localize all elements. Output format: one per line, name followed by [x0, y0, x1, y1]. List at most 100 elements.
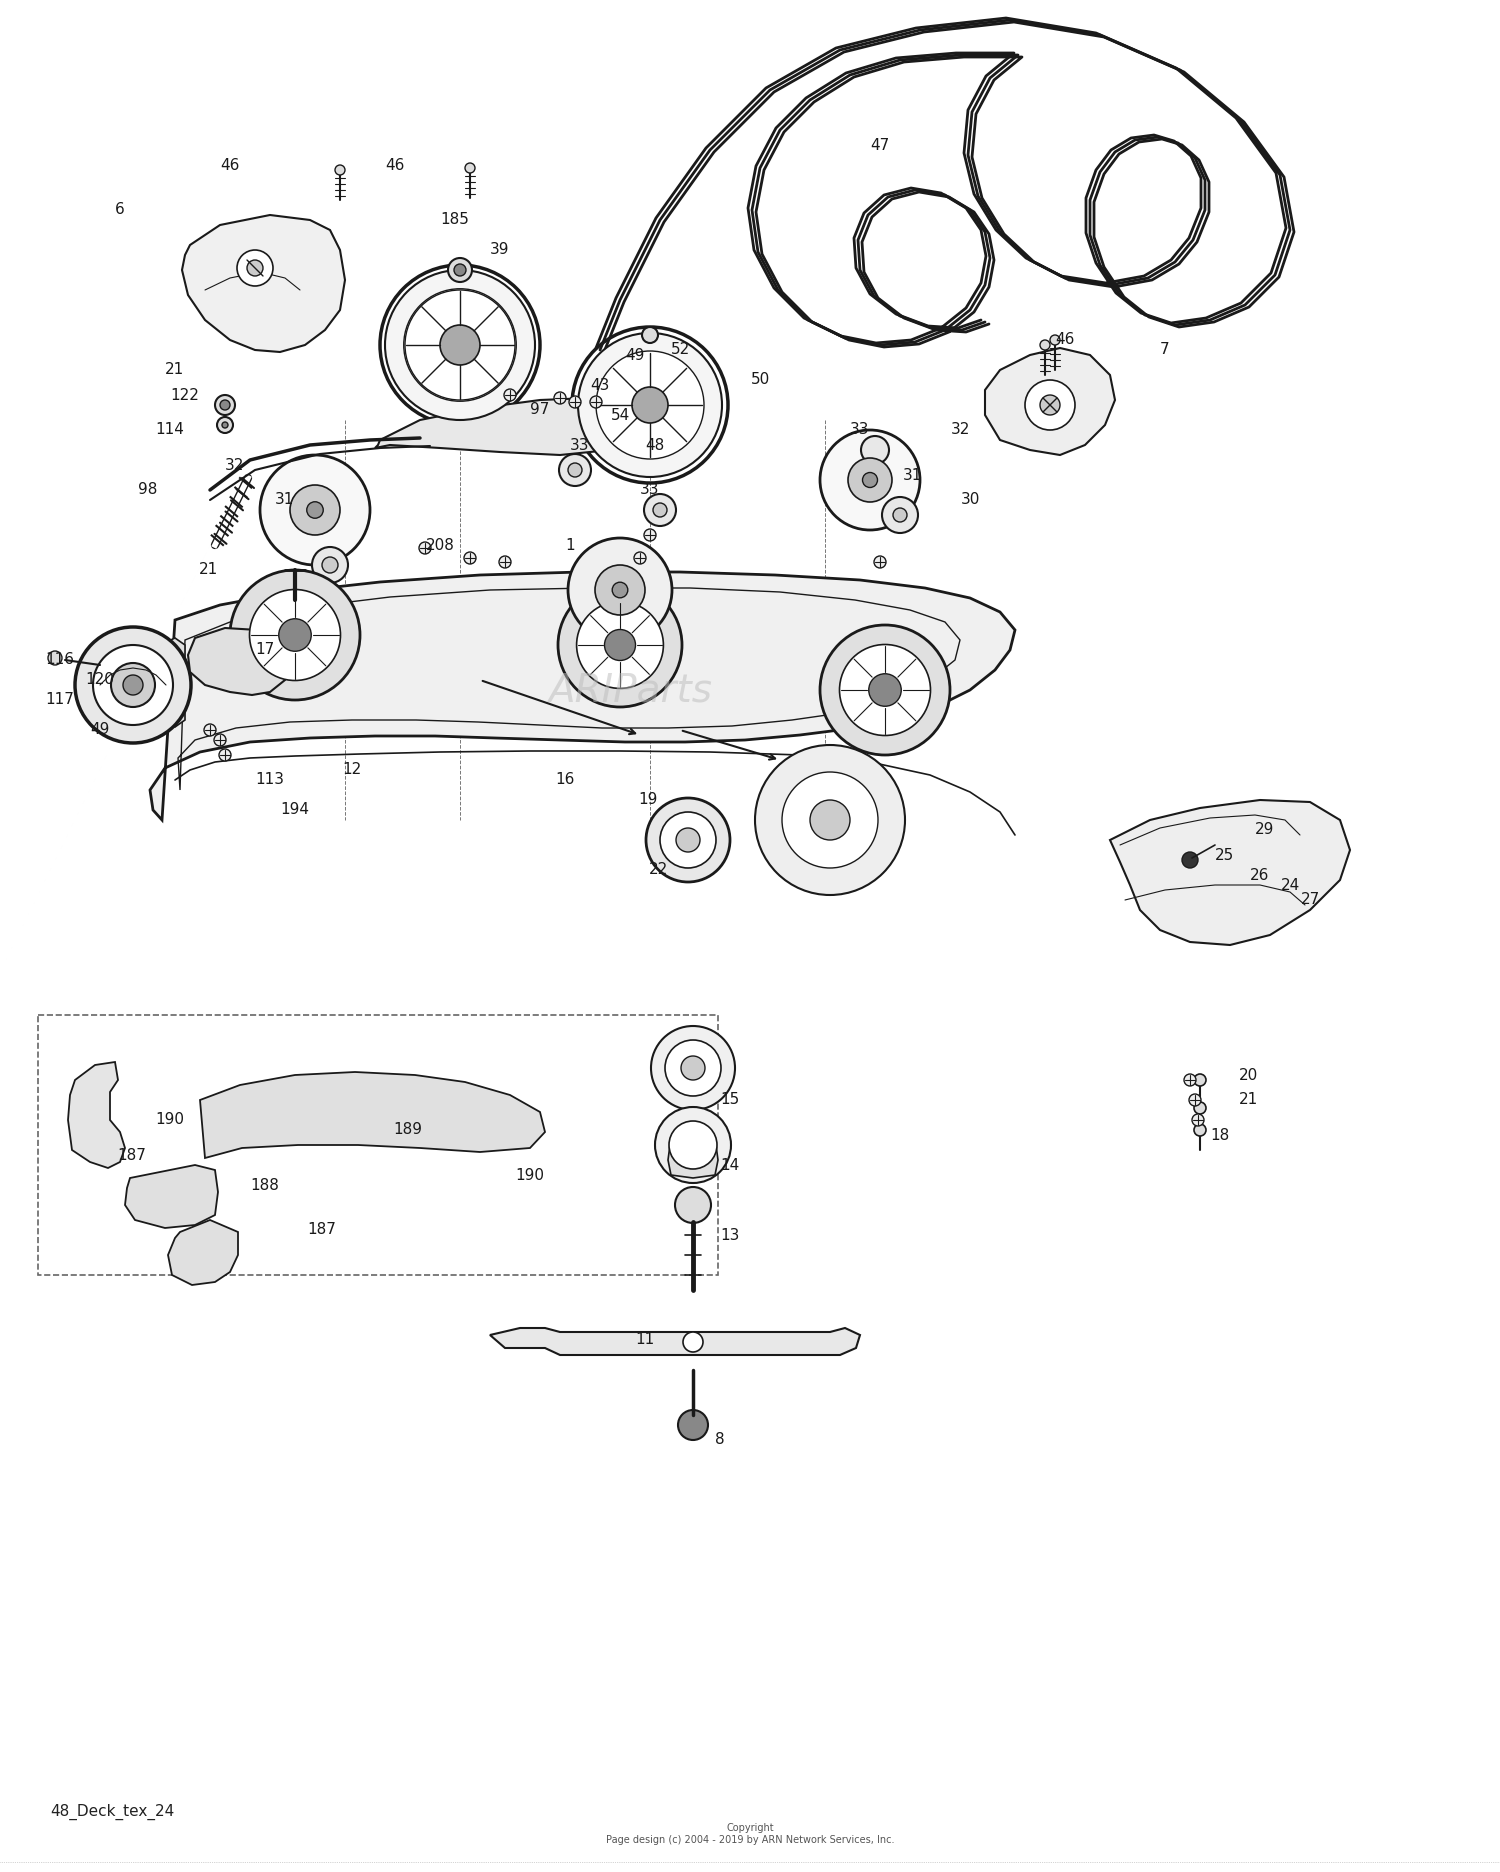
Circle shape — [1040, 395, 1060, 416]
Circle shape — [1040, 341, 1050, 350]
Text: 32: 32 — [951, 423, 969, 438]
Circle shape — [1190, 1093, 1202, 1106]
Circle shape — [454, 264, 466, 275]
Circle shape — [334, 165, 345, 174]
Text: 11: 11 — [636, 1333, 654, 1348]
Text: 114: 114 — [156, 423, 184, 438]
Circle shape — [1194, 1075, 1206, 1086]
Circle shape — [1024, 380, 1075, 431]
Text: 39: 39 — [490, 243, 510, 258]
Circle shape — [204, 724, 216, 736]
Text: ARIParts: ARIParts — [548, 670, 712, 709]
Text: 31: 31 — [903, 468, 921, 483]
Text: 12: 12 — [342, 762, 362, 777]
Circle shape — [642, 328, 658, 343]
Circle shape — [1182, 852, 1198, 869]
Circle shape — [682, 1333, 703, 1352]
Text: 190: 190 — [156, 1112, 184, 1127]
Circle shape — [632, 388, 668, 423]
Circle shape — [440, 326, 480, 365]
Circle shape — [568, 397, 580, 408]
Circle shape — [821, 431, 920, 530]
Text: 25: 25 — [1215, 848, 1234, 863]
Circle shape — [882, 496, 918, 534]
Text: 32: 32 — [225, 457, 245, 472]
Circle shape — [306, 502, 324, 519]
Circle shape — [664, 1041, 722, 1095]
Text: 18: 18 — [1210, 1127, 1230, 1142]
Circle shape — [386, 270, 536, 419]
Text: 17: 17 — [255, 642, 274, 657]
Circle shape — [219, 749, 231, 762]
Polygon shape — [668, 1146, 718, 1177]
Text: 21: 21 — [198, 562, 217, 577]
Polygon shape — [168, 1221, 238, 1284]
Circle shape — [840, 644, 930, 736]
Circle shape — [249, 590, 340, 681]
Text: 46: 46 — [1056, 333, 1074, 348]
Text: 26: 26 — [1251, 867, 1269, 882]
Circle shape — [93, 646, 172, 724]
Circle shape — [558, 582, 682, 708]
Text: 8: 8 — [716, 1432, 724, 1447]
Circle shape — [123, 676, 142, 695]
Circle shape — [675, 1187, 711, 1222]
Text: 6: 6 — [116, 202, 124, 217]
Circle shape — [634, 552, 646, 563]
Circle shape — [248, 260, 262, 275]
Circle shape — [500, 556, 512, 567]
Circle shape — [260, 455, 370, 565]
Text: 21: 21 — [1239, 1093, 1257, 1108]
Circle shape — [604, 629, 636, 661]
Circle shape — [237, 251, 273, 286]
Text: 49: 49 — [626, 348, 645, 363]
Text: 52: 52 — [670, 343, 690, 358]
Circle shape — [220, 401, 230, 410]
Circle shape — [660, 812, 716, 869]
Circle shape — [111, 663, 154, 708]
Text: 1: 1 — [566, 537, 574, 552]
Text: Copyright
Page design (c) 2004 - 2019 by ARN Network Services, Inc.: Copyright Page design (c) 2004 - 2019 by… — [606, 1823, 894, 1846]
Text: 187: 187 — [117, 1148, 147, 1163]
Text: 46: 46 — [220, 157, 240, 172]
Text: 208: 208 — [426, 537, 454, 552]
Text: 116: 116 — [45, 653, 75, 668]
Circle shape — [1194, 1103, 1206, 1114]
Circle shape — [646, 797, 730, 882]
Text: 194: 194 — [280, 803, 309, 818]
Text: 33: 33 — [570, 438, 590, 453]
Circle shape — [312, 547, 348, 582]
Text: 113: 113 — [255, 773, 285, 788]
Text: 185: 185 — [441, 213, 470, 228]
Text: 117: 117 — [45, 693, 75, 708]
Circle shape — [222, 421, 228, 429]
Circle shape — [652, 504, 668, 517]
Text: 48_Deck_tex_24: 48_Deck_tex_24 — [50, 1805, 174, 1820]
Text: 24: 24 — [1281, 878, 1299, 893]
Circle shape — [596, 350, 703, 459]
Circle shape — [651, 1026, 735, 1110]
Circle shape — [568, 462, 582, 477]
Circle shape — [1050, 335, 1060, 344]
Text: 13: 13 — [720, 1228, 740, 1243]
Text: 187: 187 — [308, 1222, 336, 1237]
Circle shape — [1192, 1114, 1204, 1125]
Circle shape — [1184, 1075, 1196, 1086]
Circle shape — [596, 565, 645, 616]
Circle shape — [279, 620, 312, 651]
Circle shape — [48, 651, 62, 665]
Text: 50: 50 — [750, 373, 770, 388]
Text: 47: 47 — [870, 137, 889, 152]
Circle shape — [868, 674, 901, 706]
Circle shape — [678, 1410, 708, 1440]
Polygon shape — [1110, 799, 1350, 945]
Circle shape — [448, 258, 472, 283]
Polygon shape — [200, 1073, 544, 1159]
Polygon shape — [490, 1327, 859, 1355]
Text: 120: 120 — [86, 672, 114, 687]
Circle shape — [669, 1121, 717, 1168]
Circle shape — [554, 391, 566, 404]
Circle shape — [847, 459, 892, 502]
Circle shape — [504, 389, 516, 401]
Circle shape — [419, 543, 430, 554]
